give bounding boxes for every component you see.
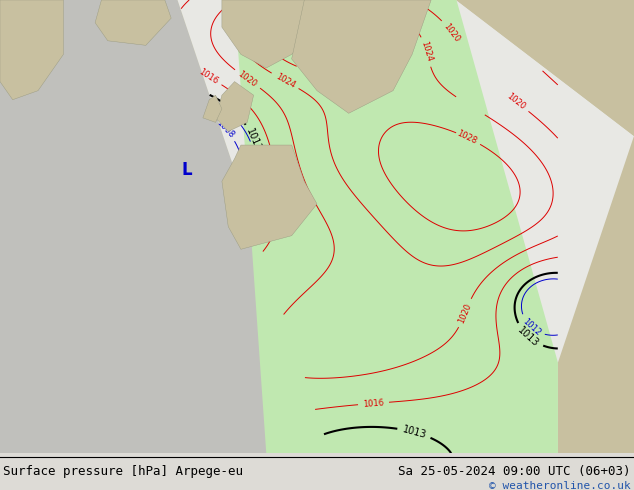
Polygon shape [216,82,254,131]
Polygon shape [95,0,171,46]
Text: 1028: 1028 [300,64,323,79]
Text: 1008: 1008 [214,118,235,140]
Text: © weatheronline.co.uk: © weatheronline.co.uk [489,481,631,490]
Text: 1020: 1020 [456,302,473,324]
Text: Surface pressure [hPa] Arpege-eu: Surface pressure [hPa] Arpege-eu [3,465,243,478]
Text: 1013: 1013 [516,325,541,348]
Text: Sa 25-05-2024 09:00 UTC (06+03): Sa 25-05-2024 09:00 UTC (06+03) [398,465,631,478]
Polygon shape [456,0,634,136]
Text: 1032: 1032 [321,18,343,30]
Text: 1024: 1024 [274,72,297,90]
Text: 1016: 1016 [197,67,220,86]
Text: 1028: 1028 [455,128,478,146]
Text: 1013: 1013 [245,126,263,153]
Text: 1020: 1020 [505,92,527,112]
Polygon shape [203,95,222,122]
Polygon shape [235,0,558,453]
Text: 1020: 1020 [442,22,462,44]
Text: 1024: 1024 [419,40,434,63]
Text: 1020: 1020 [236,69,259,89]
Polygon shape [222,145,317,249]
Text: L: L [182,161,192,179]
Polygon shape [178,0,634,453]
Text: 1013: 1013 [401,424,427,440]
Text: 1016: 1016 [363,398,384,409]
Polygon shape [0,0,63,99]
Polygon shape [292,0,431,113]
Polygon shape [558,136,634,453]
Text: 1012: 1012 [249,145,262,168]
Polygon shape [222,0,317,68]
Text: 1012: 1012 [521,317,542,338]
Polygon shape [0,0,330,453]
